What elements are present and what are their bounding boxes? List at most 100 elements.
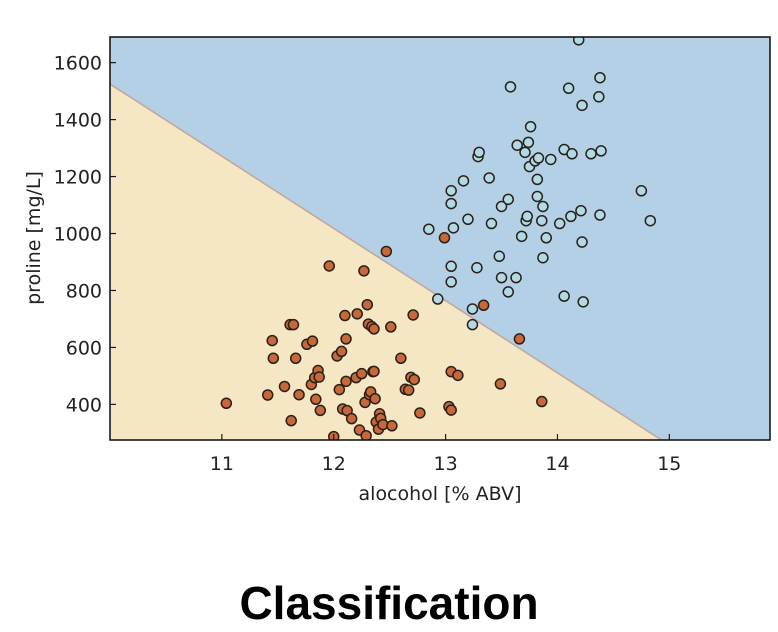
data-point-class-0 — [289, 352, 302, 365]
data-point-class-1 — [521, 210, 534, 223]
x-tick-label: 15 — [657, 453, 681, 475]
y-axis-label: proline [mg/L] — [23, 171, 45, 305]
data-point-class-0 — [438, 232, 451, 244]
data-point-class-0 — [310, 393, 322, 406]
data-point-class-1 — [473, 146, 485, 159]
data-point-class-1 — [553, 217, 566, 230]
y-tick-label: 1200 — [54, 167, 102, 189]
data-point-class-0 — [452, 369, 464, 382]
data-point-class-0 — [494, 378, 507, 390]
data-point-class-0 — [340, 333, 352, 345]
data-point-class-0 — [369, 392, 381, 405]
data-point-class-1 — [537, 251, 549, 264]
y-axis-ticks: 400 600 800 1000 1200 1400 1600 — [54, 53, 116, 416]
data-point-class-1 — [544, 153, 557, 166]
decision-boundary-line — [110, 83, 662, 440]
x-tick-label: 14 — [545, 453, 569, 475]
data-point-class-1 — [522, 136, 535, 149]
data-point-class-1 — [511, 139, 523, 151]
data-point-class-0 — [351, 308, 363, 320]
data-point-class-0 — [513, 333, 526, 345]
data-point-class-0 — [293, 388, 305, 401]
data-point-class-1 — [562, 82, 575, 95]
data-point-class-0 — [395, 352, 407, 365]
data-point-class-1 — [595, 145, 607, 157]
data-point-class-0 — [408, 373, 421, 386]
data-point-class-1 — [575, 204, 587, 217]
data-point-class-0 — [306, 335, 319, 347]
data-point-class-1 — [577, 296, 589, 308]
data-point-class-0 — [355, 367, 368, 380]
data-point-class-1 — [445, 276, 457, 288]
data-point-class-0 — [386, 420, 398, 432]
data-point-class-0 — [278, 380, 291, 393]
data-point-class-0 — [536, 395, 548, 408]
data-point-class-1 — [566, 148, 578, 160]
data-point-class-1 — [445, 260, 457, 273]
data-point-class-1 — [536, 214, 548, 227]
y-tick-label: 1400 — [54, 110, 102, 132]
y-tick-label: 1000 — [54, 224, 102, 246]
data-point-class-0 — [261, 389, 274, 401]
data-point-class-1 — [537, 200, 549, 213]
data-point-class-1 — [576, 236, 588, 248]
data-point-class-0 — [385, 321, 397, 333]
data-point-class-1 — [457, 175, 470, 187]
y-tick-label: 400 — [66, 394, 102, 416]
data-point-class-1 — [466, 318, 479, 331]
data-point-class-1 — [635, 185, 648, 197]
data-point-class-1 — [502, 193, 514, 206]
data-point-class-0 — [414, 407, 426, 419]
data-point-class-1 — [572, 37, 585, 46]
data-point-class-1 — [471, 261, 483, 274]
data-point-class-0 — [314, 404, 327, 417]
data-point-class-0 — [313, 371, 325, 383]
data-point-class-1 — [495, 200, 508, 213]
data-point-class-0 — [333, 383, 346, 396]
data-point-class-1 — [531, 190, 544, 203]
data-point-class-0 — [287, 318, 300, 331]
data-point-class-0 — [335, 345, 348, 358]
data-point-class-1 — [483, 172, 495, 184]
y-tick-label: 800 — [66, 280, 102, 302]
data-point-class-1 — [576, 99, 588, 112]
data-point-class-1 — [540, 232, 553, 244]
data-point-class-0 — [402, 384, 415, 396]
data-point-class-1 — [466, 303, 479, 315]
data-point-class-1 — [532, 152, 545, 164]
data-point-class-0 — [361, 298, 374, 311]
data-point-class-1 — [423, 223, 435, 235]
data-point-class-1 — [502, 286, 514, 298]
x-axis-label: alocohol [% ABV] — [359, 483, 522, 505]
data-point-class-0 — [477, 299, 490, 312]
data-point-class-0 — [360, 429, 372, 440]
y-tick-label: 600 — [66, 337, 102, 359]
data-point-class-1 — [515, 230, 528, 243]
data-point-class-0 — [267, 352, 280, 365]
data-point-class-1 — [485, 217, 498, 230]
data-point-class-1 — [462, 213, 474, 226]
data-point-class-1 — [495, 271, 508, 284]
data-point-class-0 — [323, 260, 336, 272]
x-tick-label: 11 — [210, 453, 234, 475]
data-point-class-0 — [380, 245, 393, 258]
data-point-class-1 — [445, 185, 457, 197]
data-point-class-0 — [220, 397, 233, 410]
data-point-class-0 — [285, 414, 297, 427]
data-point-class-1 — [493, 250, 506, 263]
data-point-class-1 — [510, 271, 522, 284]
y-tick-label: 1600 — [54, 53, 102, 75]
x-tick-label: 13 — [433, 453, 457, 475]
data-point-class-1 — [558, 290, 570, 302]
x-axis-ticks: 11 12 13 14 15 — [210, 434, 681, 475]
data-point-class-1 — [519, 146, 531, 159]
data-point-class-0 — [445, 404, 457, 416]
data-point-class-0 — [266, 334, 278, 347]
data-point-class-1 — [531, 173, 544, 186]
data-point-class-1 — [524, 120, 537, 133]
figure-caption: Classification — [239, 577, 539, 629]
data-point-class-1 — [445, 197, 457, 210]
data-point-class-0 — [368, 323, 380, 335]
data-point-class-1 — [447, 222, 460, 234]
data-point-class-1 — [594, 209, 606, 221]
